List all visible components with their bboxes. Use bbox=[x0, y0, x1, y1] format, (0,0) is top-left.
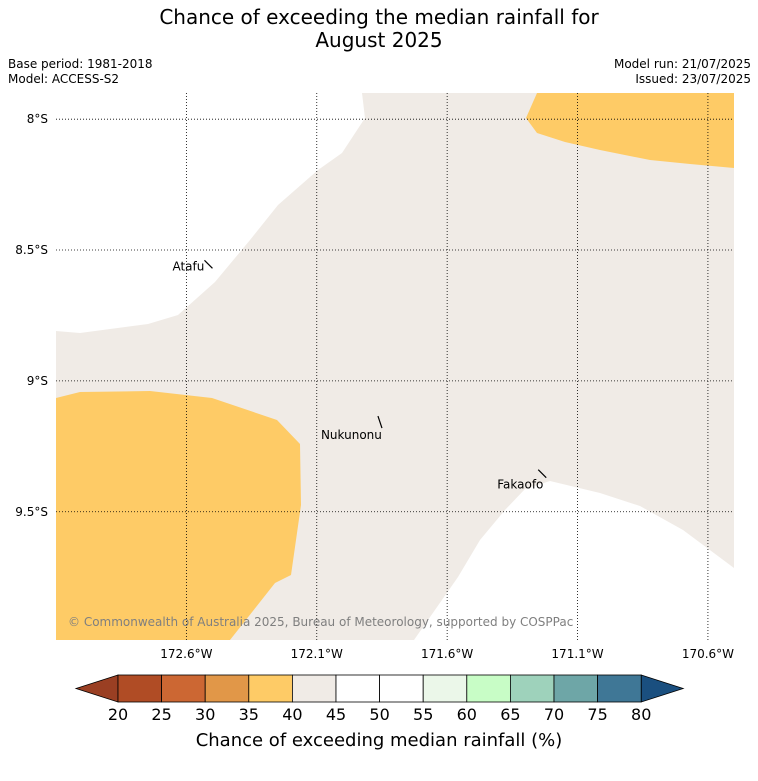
colorbar-under-arrow bbox=[74, 674, 119, 703]
colorbar-swatch-5 bbox=[335, 674, 380, 703]
colorbar-swatch-3 bbox=[248, 674, 293, 703]
lat-tick-label-1: 8.5°S bbox=[15, 243, 48, 257]
lat-tick-label-2: 9°S bbox=[27, 374, 48, 388]
island-outline-fakaofo bbox=[537, 469, 547, 479]
colorbar-swatch-4 bbox=[291, 674, 337, 703]
colorbar-tick-label-8: 60 bbox=[457, 705, 477, 724]
island-outline-nukunonu bbox=[377, 415, 383, 429]
island-label-nukunonu: Nukunonu bbox=[321, 428, 382, 442]
copyright-text: © Commonwealth of Australia 2025, Bureau… bbox=[68, 615, 573, 629]
lon-tick-label-2: 171.6°W bbox=[421, 647, 473, 661]
region-se-white bbox=[414, 481, 734, 640]
meta-left: Base period: 1981-2018 Model: ACCESS-S2 bbox=[8, 57, 153, 87]
colorbar-swatch-11 bbox=[597, 674, 642, 703]
lon-tick-label-3: 171.1°W bbox=[551, 647, 603, 661]
lat-tick-label-3: 9.5°S bbox=[15, 505, 48, 519]
issued-date: Issued: 23/07/2025 bbox=[635, 72, 751, 86]
map-area bbox=[56, 93, 734, 640]
lon-tick-label-4: 170.6°W bbox=[682, 647, 734, 661]
colorbar-over-arrow bbox=[640, 674, 685, 703]
region-nw-white bbox=[56, 93, 365, 333]
colorbar-swatch-2 bbox=[204, 674, 250, 703]
colorbar-tick-label-11: 75 bbox=[587, 705, 607, 724]
colorbar-swatch-10 bbox=[553, 674, 598, 703]
colorbar-tick-label-5: 45 bbox=[326, 705, 346, 724]
region-ne-35-40 bbox=[526, 93, 734, 168]
colorbar-swatch-8 bbox=[466, 674, 511, 703]
lon-tick-label-1: 172.1°W bbox=[291, 647, 343, 661]
colorbar-tick-label-6: 50 bbox=[369, 705, 389, 724]
colorbar: 20 25 30 35 40 45 50 55 60 65 70 75 80 bbox=[74, 674, 685, 724]
colorbar-tick-label-1: 25 bbox=[151, 705, 171, 724]
island-label-fakaofo: Fakaofo bbox=[497, 478, 543, 492]
colorbar-tick-label-2: 30 bbox=[195, 705, 215, 724]
colorbar-tick-label-0: 20 bbox=[108, 705, 128, 724]
region-sw-35-40 bbox=[56, 391, 301, 640]
title-line2: August 2025 bbox=[315, 28, 443, 52]
map-grid bbox=[56, 93, 734, 640]
lon-tick-label-0: 172.6°W bbox=[160, 647, 212, 661]
colorbar-tick-label-12: 80 bbox=[631, 705, 651, 724]
colorbar-tick-label-9: 65 bbox=[500, 705, 520, 724]
title-line1: Chance of exceeding the median rainfall … bbox=[159, 5, 599, 29]
colorbar-swatch-6 bbox=[379, 674, 424, 703]
colorbar-swatch-7 bbox=[422, 674, 468, 703]
island-markers: Atafu Nukunonu Fakaofo bbox=[172, 259, 547, 492]
colorbar-swatch-0 bbox=[117, 674, 162, 703]
colorbar-tick-label-10: 70 bbox=[544, 705, 564, 724]
colorbar-tick-label-7: 55 bbox=[413, 705, 433, 724]
base-period: Base period: 1981-2018 bbox=[8, 57, 153, 71]
colorbar-tick-label-4: 40 bbox=[282, 705, 302, 724]
model-run: Model run: 21/07/2025 bbox=[613, 57, 751, 71]
meta-right: Model run: 21/07/2025 Issued: 23/07/2025 bbox=[614, 57, 751, 87]
colorbar-swatch-9 bbox=[509, 674, 555, 703]
colorbar-tick-label-3: 35 bbox=[239, 705, 259, 724]
map-tick-labels: 172.6°W 172.1°W 171.6°W 171.1°W 170.6°W 8°S 8.… bbox=[15, 112, 734, 661]
chart-title: Chance of exceeding the median rainfall … bbox=[0, 6, 758, 52]
colorbar-label: Chance of exceeding median rainfall (%) bbox=[195, 730, 563, 751]
model-name: Model: ACCESS-S2 bbox=[8, 72, 120, 86]
island-label-atafu: Atafu bbox=[172, 259, 204, 273]
colorbar-swatch-1 bbox=[161, 674, 206, 703]
lat-tick-label-0: 8°S bbox=[27, 112, 48, 126]
island-outline-atafu bbox=[204, 259, 213, 269]
